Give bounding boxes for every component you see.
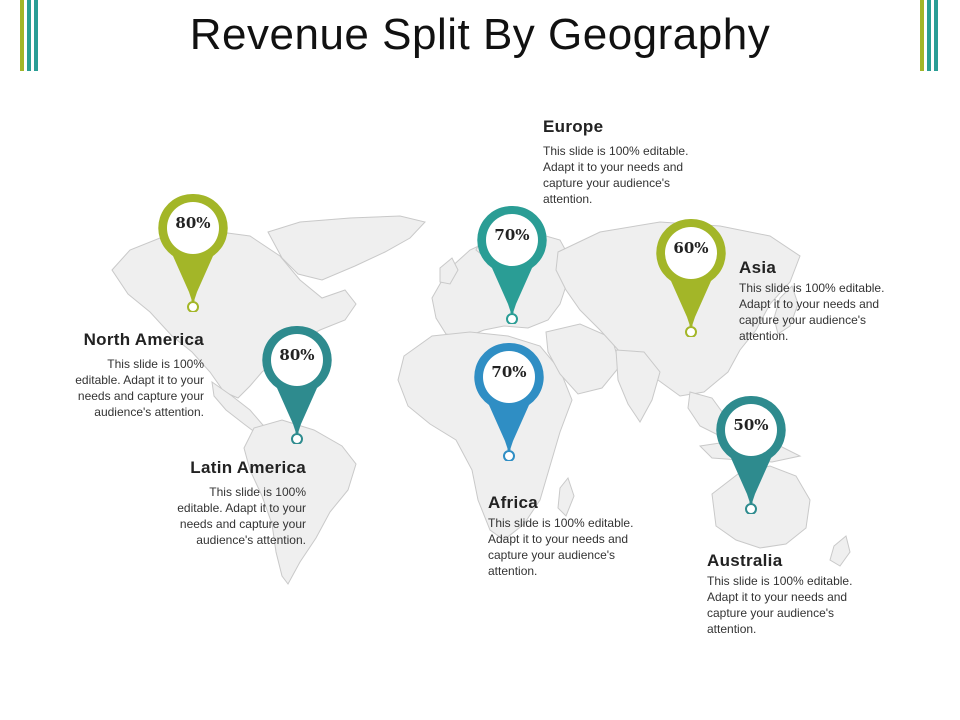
map-pin-icon [262, 325, 332, 444]
map-pin-icon [158, 193, 228, 312]
region-name: Africa [488, 493, 538, 512]
region-africa: Africa This slide is 100% editable. Adap… [488, 493, 648, 579]
pin-value: 60% [673, 239, 709, 257]
region-description: This slide is 100% editable. Adapt it to… [543, 144, 689, 206]
map-pin-icon [716, 395, 786, 514]
region-australia: Australia This slide is 100% editable. A… [707, 551, 867, 637]
region-description: This slide is 100% editable. Adapt it to… [739, 281, 885, 343]
region-name: Europe [543, 117, 604, 136]
south-america-shape [243, 419, 357, 585]
region-name: North America [83, 330, 204, 349]
map-pin-icon [656, 218, 726, 337]
region-name: Asia [739, 258, 777, 277]
region-europe: Europe This slide is 100% editable. Adap… [543, 117, 703, 207]
pin-africa: 70% [473, 341, 545, 461]
pin-australia: 50% [715, 394, 787, 514]
new-zealand-shape [829, 535, 851, 567]
region-asia: Asia This slide is 100% editable. Adapt … [739, 258, 899, 344]
region-description: This slide is 100% editable. Adapt it to… [75, 357, 204, 419]
region-name: Australia [707, 551, 783, 570]
asia-shape [555, 221, 801, 397]
region-latin-america: Latin America This slide is 100% editabl… [146, 458, 306, 548]
pin-value: 80% [279, 346, 315, 364]
pin-latin-america: 80% [261, 324, 333, 444]
map-pin-icon [477, 205, 547, 324]
pin-value: 80% [175, 214, 211, 232]
region-description: This slide is 100% editable. Adapt it to… [488, 516, 634, 578]
india-shape [615, 349, 661, 423]
region-north-america: North America This slide is 100% editabl… [44, 330, 204, 420]
pin-asia: 60% [655, 217, 727, 337]
corner-stripes-left [20, 0, 44, 71]
region-name: Latin America [190, 458, 306, 477]
region-description: This slide is 100% editable. Adapt it to… [707, 574, 853, 636]
pin-europe: 70% [476, 204, 548, 324]
madagascar-shape [557, 476, 575, 517]
pin-value: 70% [494, 226, 530, 244]
page-title: Revenue Split By Geography [189, 10, 771, 59]
pin-value: 50% [733, 416, 769, 434]
pin-north-america: 80% [157, 192, 229, 312]
uk-shape [439, 257, 459, 285]
corner-stripes-right [920, 0, 944, 71]
region-description: This slide is 100% editable. Adapt it to… [177, 485, 306, 547]
greenland-shape [267, 215, 426, 281]
pin-value: 70% [491, 363, 527, 381]
japan-shape [773, 285, 799, 335]
map-pin-icon [474, 342, 544, 461]
middle-east-shape [545, 323, 621, 395]
